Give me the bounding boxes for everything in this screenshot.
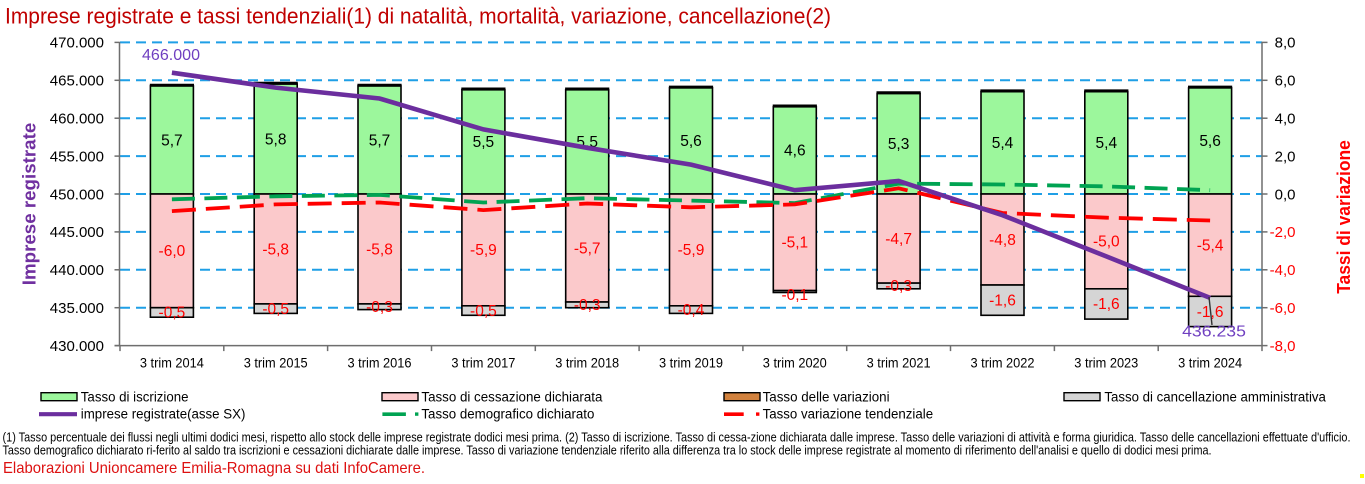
svg-text:460.000: 460.000 [50,111,104,128]
svg-text:5,6: 5,6 [680,133,702,150]
svg-text:Tassi di variazione: Tassi di variazione [1334,140,1354,294]
svg-text:466.000: 466.000 [142,47,200,64]
svg-text:430.000: 430.000 [50,338,104,355]
svg-text:3 trim 2018: 3 trim 2018 [555,355,619,370]
svg-text:3 trim 2020: 3 trim 2020 [763,355,827,370]
svg-text:-0,1: -0,1 [781,287,808,304]
svg-text:-6,0: -6,0 [1270,300,1296,317]
svg-text:5,7: 5,7 [369,132,391,149]
svg-text:-6,0: -6,0 [159,243,186,260]
svg-text:5,3: 5,3 [888,136,910,153]
svg-text:-2,0: -2,0 [1270,224,1296,241]
svg-text:-0,4: -0,4 [678,302,705,319]
svg-text:-8,0: -8,0 [1270,338,1296,355]
svg-text:3 trim 2019: 3 trim 2019 [659,355,723,370]
svg-text:-1,6: -1,6 [989,292,1016,309]
svg-text:-4,7: -4,7 [885,231,912,248]
svg-text:4,6: 4,6 [784,143,806,160]
svg-text:Tasso demografico dichiarato r: Tasso demografico dichiarato ri-ferito a… [3,442,1212,457]
svg-text:(1) Tasso percentuale dei flus: (1) Tasso percentuale dei flussi negli u… [3,429,1351,444]
svg-text:8,0: 8,0 [1275,35,1296,52]
svg-text:440.000: 440.000 [50,262,104,279]
svg-text:Tasso delle variazioni: Tasso delle variazioni [763,390,890,405]
svg-text:-5,0: -5,0 [1093,234,1120,251]
svg-text:Tasso di cancellazione amminis: Tasso di cancellazione amministrativa [1104,390,1326,405]
svg-text:435.000: 435.000 [50,300,104,317]
svg-text:-0,5: -0,5 [159,305,186,322]
svg-text:3 trim 2023: 3 trim 2023 [1074,355,1138,370]
svg-text:5,8: 5,8 [265,131,287,148]
svg-text:-0,3: -0,3 [885,278,912,295]
svg-text:2,0: 2,0 [1275,148,1296,165]
svg-text:5,4: 5,4 [992,135,1014,152]
svg-text:-5,1: -5,1 [781,235,808,252]
svg-text:3 trim 2024: 3 trim 2024 [1178,355,1242,370]
svg-text:-5,8: -5,8 [262,241,289,258]
svg-text:-5,9: -5,9 [678,242,705,259]
svg-text:3 trim 2014: 3 trim 2014 [140,355,204,370]
svg-text:-0,5: -0,5 [470,303,497,320]
svg-text:-5,7: -5,7 [574,240,601,257]
svg-text:5,7: 5,7 [161,132,183,149]
svg-text:-0,5: -0,5 [262,301,289,318]
svg-text:-5,8: -5,8 [366,241,393,258]
svg-text:436.235: 436.235 [1182,324,1246,341]
svg-text:3 trim 2017: 3 trim 2017 [451,355,515,370]
svg-text:-5,9: -5,9 [470,242,497,259]
svg-text:5,5: 5,5 [473,134,495,151]
svg-text:Tasso di iscrizione: Tasso di iscrizione [81,390,189,405]
svg-text:5,6: 5,6 [1199,133,1221,150]
svg-text:-5,4: -5,4 [1197,238,1224,255]
svg-text:Tasso di cessazione dichiarata: Tasso di cessazione dichiarata [421,390,602,405]
svg-text:Elaborazioni Unioncamere Emili: Elaborazioni Unioncamere Emilia-Romagna … [3,460,425,477]
svg-text:450.000: 450.000 [50,186,104,203]
svg-text:465.000: 465.000 [50,73,104,90]
svg-text:3 trim 2022: 3 trim 2022 [971,355,1035,370]
svg-text:-1,6: -1,6 [1093,296,1120,313]
svg-text:-0,3: -0,3 [366,299,393,316]
svg-text:imprese registrate(asse SX): imprese registrate(asse SX) [81,406,246,421]
svg-text:470.000: 470.000 [50,35,104,52]
svg-text:-4,0: -4,0 [1270,262,1296,279]
svg-text:3 trim 2021: 3 trim 2021 [867,355,931,370]
svg-text:3 trim 2016: 3 trim 2016 [348,355,412,370]
svg-text:445.000: 445.000 [50,224,104,241]
svg-text:3 trim 2015: 3 trim 2015 [244,355,308,370]
svg-text:455.000: 455.000 [50,148,104,165]
svg-text:0,0: 0,0 [1275,186,1296,203]
svg-text:-0,3: -0,3 [574,297,601,314]
svg-text:5,4: 5,4 [1096,135,1118,152]
svg-text:Imprese registrate e tassi ten: Imprese registrate e tassi tendenziali(1… [5,4,831,29]
svg-text:-4,8: -4,8 [989,232,1016,249]
svg-text:Imprese registrate: Imprese registrate [19,123,40,286]
svg-text:6,0: 6,0 [1275,73,1296,90]
svg-text:Tasso demografico dichiarato: Tasso demografico dichiarato [421,406,594,421]
svg-text:Tasso variazione tendenziale: Tasso variazione tendenziale [763,406,934,421]
svg-text:4,0: 4,0 [1275,111,1296,128]
